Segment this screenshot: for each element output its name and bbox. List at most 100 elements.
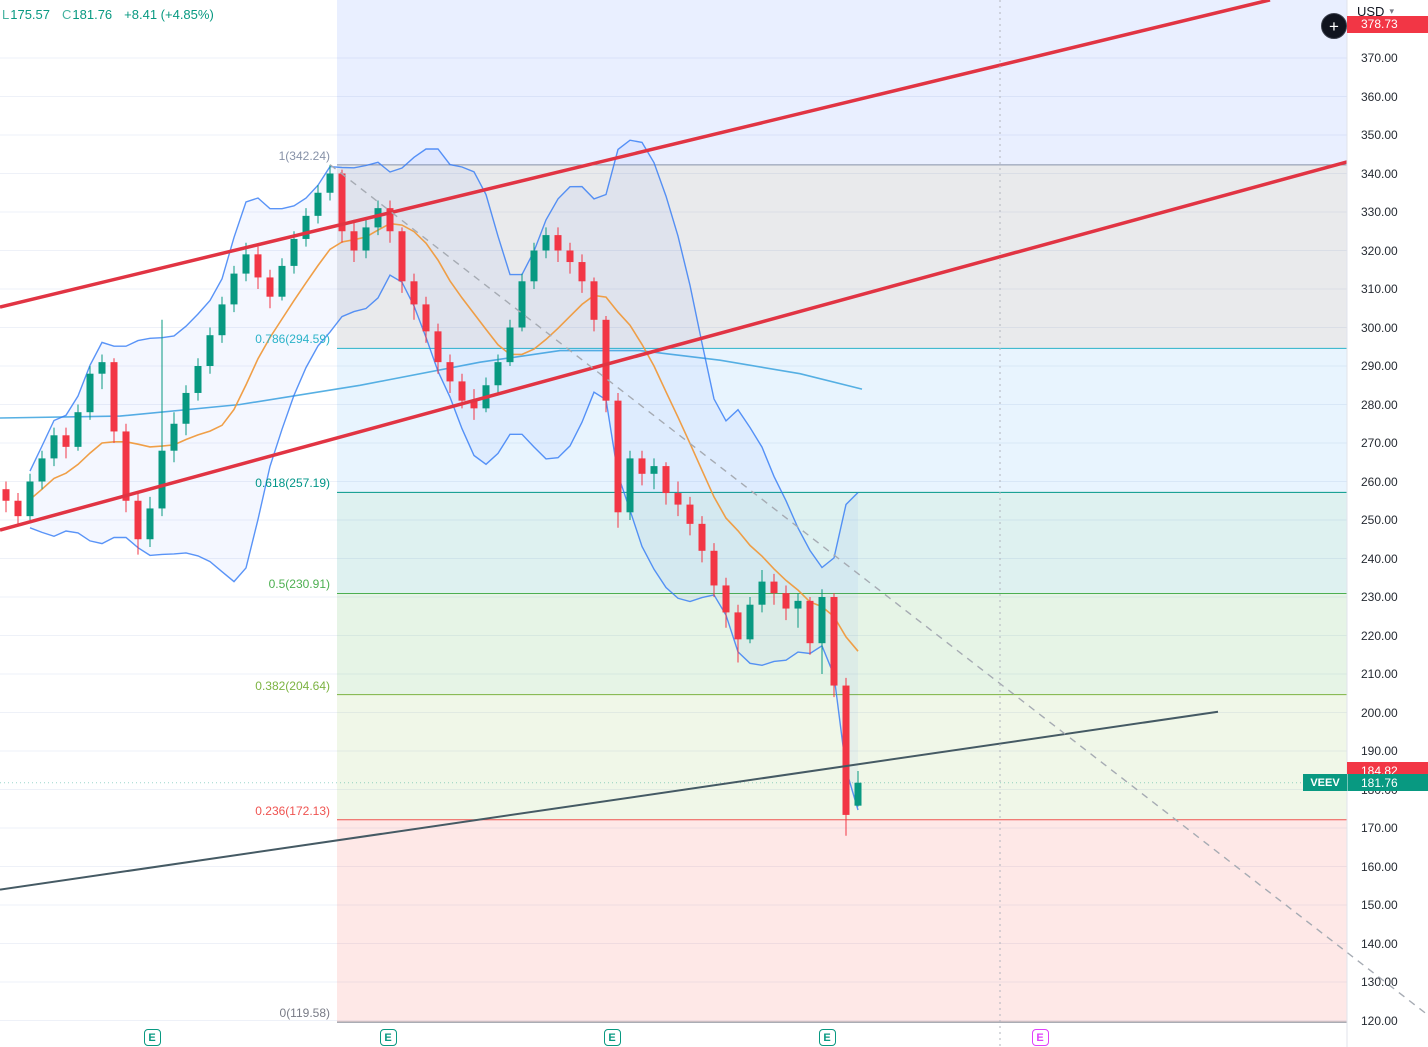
price-tick-label: 130.00 bbox=[1361, 975, 1398, 989]
bollinger-lower-band bbox=[29, 274, 859, 811]
fib-level-label: 0.236(172.13) bbox=[255, 803, 330, 818]
fib-zone bbox=[337, 492, 1347, 594]
price-tick-label: 120.00 bbox=[1361, 1013, 1398, 1028]
candle-body bbox=[554, 235, 562, 251]
candle-body bbox=[266, 277, 274, 297]
candle-body bbox=[362, 227, 370, 251]
candle-body bbox=[50, 435, 58, 459]
price-tick-label: 280.00 bbox=[1361, 397, 1398, 412]
candle-body bbox=[614, 400, 622, 513]
price-tick-label: 310.00 bbox=[1361, 282, 1398, 296]
price-tick-label: 210.00 bbox=[1361, 667, 1398, 681]
candle-body bbox=[818, 597, 826, 644]
candle-body bbox=[458, 381, 466, 401]
candle-body bbox=[758, 581, 766, 605]
candle-body bbox=[98, 362, 106, 374]
candle-body bbox=[218, 304, 226, 336]
last-price-value: 181.76 bbox=[1361, 775, 1398, 790]
candle-body bbox=[674, 493, 682, 505]
earnings-marker[interactable]: E bbox=[143, 1029, 161, 1046]
candle-body bbox=[590, 281, 598, 320]
candle-body bbox=[530, 250, 538, 282]
candle-body bbox=[518, 281, 526, 328]
trendline-channel-lower[interactable] bbox=[0, 160, 1348, 532]
candle-body bbox=[158, 450, 166, 509]
candle-body bbox=[62, 435, 70, 447]
trendline-support-line[interactable] bbox=[0, 710, 1219, 891]
candle-body bbox=[134, 500, 142, 540]
candle-body bbox=[422, 304, 430, 332]
chevron-down-icon bbox=[1389, 6, 1394, 17]
price-level-tag: 378.73 bbox=[1347, 15, 1428, 33]
candle-body bbox=[398, 231, 406, 282]
axis-plus-button[interactable]: + bbox=[1321, 13, 1347, 39]
plus-icon: + bbox=[1329, 16, 1339, 36]
price-tick-label: 260.00 bbox=[1361, 474, 1398, 489]
candle-body bbox=[782, 593, 790, 609]
currency-label: USD bbox=[1357, 4, 1385, 19]
candle-body bbox=[74, 412, 82, 447]
candle-body bbox=[314, 192, 322, 216]
ticker-label: VEEV bbox=[1303, 774, 1348, 792]
candle-body bbox=[110, 362, 118, 432]
candle-body bbox=[494, 362, 502, 386]
price-tick-label: 140.00 bbox=[1361, 936, 1398, 951]
candle-body bbox=[842, 685, 850, 815]
candle-body bbox=[230, 273, 238, 305]
fib-zone bbox=[337, 0, 1347, 165]
candle-body bbox=[566, 250, 574, 263]
price-tick-label: 340.00 bbox=[1361, 166, 1398, 181]
price-tick-label: 220.00 bbox=[1361, 628, 1398, 643]
fib-trendline-dashed[interactable] bbox=[329, 164, 1428, 1016]
legend-change: +8.41 (+4.85%) bbox=[124, 7, 214, 22]
legend-low: L175.57 bbox=[2, 7, 50, 22]
price-tick-label: 170.00 bbox=[1361, 821, 1398, 835]
candle-body bbox=[722, 585, 730, 613]
earnings-marker[interactable]: E bbox=[1031, 1029, 1049, 1046]
fib-zone bbox=[337, 348, 1347, 493]
candle-body bbox=[242, 254, 250, 274]
candle-body bbox=[86, 373, 94, 413]
candle-body bbox=[386, 208, 394, 232]
earnings-marker[interactable]: E bbox=[603, 1029, 621, 1046]
candle-body bbox=[854, 782, 862, 806]
bollinger-fill bbox=[30, 140, 858, 810]
candle-body bbox=[698, 523, 706, 551]
candle-body bbox=[14, 500, 22, 517]
candle-body bbox=[638, 458, 646, 474]
candle-body bbox=[806, 600, 814, 644]
candle-body bbox=[254, 254, 262, 278]
fib-level-label: 0(119.58) bbox=[279, 1006, 330, 1021]
currency-selector[interactable]: USD bbox=[1357, 4, 1394, 19]
ohlc-legend: L175.57 C181.76 +8.41 (+4.85%) bbox=[2, 7, 214, 22]
price-axis-background bbox=[1347, 0, 1428, 1047]
candle-body bbox=[122, 431, 130, 501]
candle-body bbox=[434, 331, 442, 363]
candle-body bbox=[746, 604, 754, 640]
candle-body bbox=[278, 265, 286, 297]
candle-body bbox=[602, 319, 610, 401]
fib-level-label: 1(342.24) bbox=[278, 148, 330, 163]
fib-zone bbox=[337, 164, 1347, 349]
fib-level-label: 0.618(257.19) bbox=[255, 476, 330, 491]
fib-zone bbox=[337, 819, 1347, 1023]
price-tick-label: 190.00 bbox=[1361, 744, 1398, 758]
earnings-marker[interactable]: E bbox=[379, 1029, 397, 1046]
fib-level-label: 0.382(204.64) bbox=[255, 678, 330, 693]
price-tick-label: 200.00 bbox=[1361, 705, 1398, 720]
candle-body bbox=[770, 581, 778, 594]
earnings-marker[interactable]: E bbox=[818, 1029, 836, 1046]
bollinger-basis-line bbox=[29, 222, 859, 652]
candle-body bbox=[686, 504, 694, 524]
trendline-channel-upper[interactable] bbox=[0, 0, 1271, 309]
candle-body bbox=[374, 208, 382, 228]
candle-body bbox=[650, 466, 658, 474]
long-ma-line bbox=[0, 349, 863, 419]
last-price-tag: VEEV 181.76 bbox=[1303, 774, 1428, 792]
legend-close: C181.76 bbox=[62, 7, 113, 22]
price-tick-label: 150.00 bbox=[1361, 898, 1398, 912]
candle-body bbox=[206, 335, 214, 366]
price-tick-label: 250.00 bbox=[1361, 513, 1398, 527]
